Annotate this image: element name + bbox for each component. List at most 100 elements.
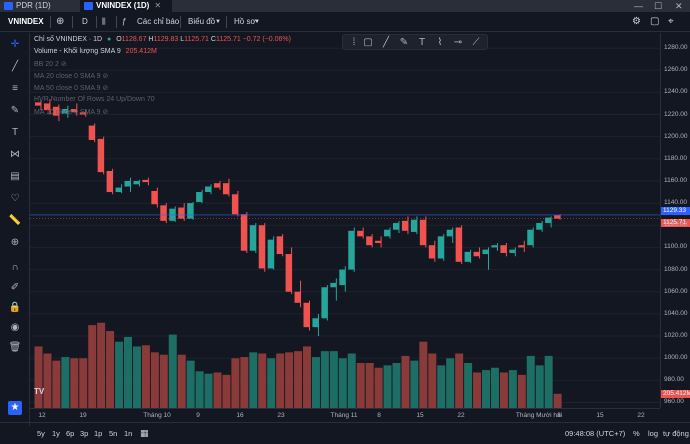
eye-icon[interactable]: ◉: [10, 322, 20, 333]
brush-icon[interactable]: ✎: [399, 37, 409, 48]
text-icon[interactable]: T: [11, 127, 19, 138]
price-tick-label: 1040.00: [664, 309, 688, 317]
hidden-eye-icon[interactable]: ⊘: [102, 85, 109, 92]
volume-bar: [374, 367, 383, 408]
chevron-down-icon[interactable]: ▼: [215, 19, 221, 25]
line-icon[interactable]: ╱: [382, 37, 390, 48]
close-window-button[interactable]: ✕: [675, 1, 683, 11]
indicators-button[interactable]: Các chỉ báo: [137, 17, 180, 26]
candle-body: [419, 219, 426, 246]
volume-bar: [464, 363, 473, 408]
ruler-icon[interactable]: 📏: [8, 215, 22, 226]
volume-bar: [285, 352, 294, 408]
top-toolbar: VNINDEX ⊕ D ⫼ ƒ Các chỉ báo Biểu đồ ▼ Hồ…: [0, 12, 690, 32]
percent-toggle[interactable]: %: [633, 429, 640, 438]
price-chart[interactable]: [30, 33, 660, 408]
crosshair-icon[interactable]: ✛: [10, 39, 20, 50]
calendar-icon[interactable]: ▦: [140, 428, 149, 438]
star-icon[interactable]: ★: [8, 401, 22, 415]
volume-bar: [446, 358, 455, 408]
time-tick-label: 8: [557, 412, 561, 419]
bottom-toolbar: 5y 1y 6p 3p 1p 5n 1n ▦ 09:48:08 (UTC+7) …: [0, 422, 690, 444]
magnet-icon[interactable]: ∩: [11, 262, 19, 273]
range-5y-button[interactable]: 5y: [37, 429, 45, 438]
indicator-bb[interactable]: BB 20 2: [34, 61, 59, 68]
tab-vnindex[interactable]: VNINDEX (1D) ✕: [80, 0, 172, 12]
candle-body: [527, 229, 534, 246]
volume-bar: [52, 360, 61, 408]
close-tab-icon[interactable]: ✕: [154, 1, 162, 10]
horizontal-ray-icon[interactable]: ⊸: [453, 37, 463, 48]
candle-body: [455, 227, 462, 262]
candles-icon[interactable]: ⫼: [102, 17, 106, 26]
settings-icon[interactable]: ⚙: [632, 16, 641, 27]
horizontal-lines-icon[interactable]: ≡: [12, 83, 18, 94]
drag-handle-icon[interactable]: ⁞: [352, 37, 356, 48]
range-5d-button[interactable]: 5n: [109, 429, 118, 438]
brush-icon[interactable]: ✎: [10, 105, 20, 116]
chart-area[interactable]: Chỉ số VNINDEX · 1D ● O1128.67 H1129.83 …: [30, 33, 660, 408]
volume-bar: [526, 355, 535, 408]
indicator-ma20[interactable]: MA 20 close 0 SMA 9: [34, 73, 101, 80]
price-tick-label: 1260.00: [664, 66, 688, 74]
fullscreen-icon[interactable]: ▢: [650, 16, 660, 27]
candle-body: [545, 217, 552, 224]
range-6m-button[interactable]: 6p: [66, 429, 75, 438]
trend-line-icon[interactable]: ╱: [11, 61, 19, 72]
zoom-in-icon[interactable]: ⊕: [10, 237, 20, 248]
shapes-icon[interactable]: ♡: [10, 193, 20, 204]
volume-bar: [499, 372, 508, 408]
tab-pdr[interactable]: PDR (1D): [0, 0, 80, 12]
fib-icon[interactable]: ⟋: [472, 37, 480, 48]
clock-time[interactable]: 09:48:08 (UTC+7): [565, 429, 626, 438]
auto-scale-toggle[interactable]: tự động: [663, 429, 689, 438]
snapshot-icon[interactable]: ⌖: [668, 16, 674, 27]
lock-icon[interactable]: 🔒: [8, 302, 22, 313]
indicator-legend[interactable]: HVR Number Of Rows 24 Up/Down 70: [34, 96, 155, 103]
range-1m-button[interactable]: 1p: [94, 429, 103, 438]
time-axis[interactable]: 12 19 Tháng 10 9 16 23 Tháng 11 8 15 22 Tháng Mười…: [30, 408, 660, 422]
indicator-legend[interactable]: MA 20 close 0 SMA 9 ⊘: [34, 72, 108, 80]
candle-body: [115, 187, 122, 193]
price-tick-label: 1080.00: [664, 265, 688, 273]
chart-type-button[interactable]: Biểu đồ: [188, 17, 216, 26]
hidden-eye-icon[interactable]: ⊘: [102, 73, 109, 80]
indicator-legend[interactable]: BB 20 2 ⊘: [34, 60, 67, 68]
candle-body: [106, 171, 113, 193]
legend-close-label: C: [210, 36, 216, 43]
legend-change: −0.72 (−0.06%): [242, 36, 291, 43]
legend-low-label: L: [180, 36, 185, 43]
add-symbol-icon[interactable]: ⊕: [56, 16, 65, 27]
text-icon[interactable]: T: [418, 37, 426, 48]
projection-icon[interactable]: ▤: [10, 171, 20, 182]
trash-icon[interactable]: 🗑: [8, 342, 22, 353]
log-toggle[interactable]: log: [648, 429, 659, 438]
hidden-eye-icon[interactable]: ⊘: [60, 61, 67, 68]
indicator-ma50[interactable]: MA 50 close 0 SMA 9: [34, 85, 101, 92]
stay-drawing-icon[interactable]: ✐: [10, 282, 20, 293]
interval-button[interactable]: D: [82, 17, 88, 26]
range-1d-button[interactable]: 1n: [124, 429, 133, 438]
volume-bar: [294, 351, 303, 408]
volume-bar: [553, 393, 562, 408]
indicator-ma10[interactable]: MA 10 close 0 SMA 9: [34, 109, 101, 116]
time-tick-label: 23: [277, 412, 285, 419]
symbol-search-button[interactable]: VNINDEX: [8, 17, 44, 26]
candle-body: [482, 249, 489, 255]
volume-bar: [106, 331, 115, 408]
indicator-hvr[interactable]: HVR Number Of Rows 24 Up/Down 70: [34, 96, 155, 103]
range-3m-button[interactable]: 3p: [80, 429, 89, 438]
profile-button[interactable]: Hồ sơ: [234, 17, 256, 26]
minimize-button[interactable]: —: [634, 1, 643, 11]
indicator-legend[interactable]: MA 10 close 0 SMA 9 ⊘: [34, 108, 108, 116]
volume-bar: [473, 372, 482, 408]
range-1y-button[interactable]: 1y: [52, 429, 60, 438]
price-axis[interactable]: 1129.33 1125.71 205.412M 1280.00 1260.00 1…: [660, 33, 690, 408]
path-icon[interactable]: ⌇: [437, 37, 443, 48]
hidden-eye-icon[interactable]: ⊘: [102, 109, 109, 116]
indicator-legend[interactable]: MA 50 close 0 SMA 9 ⊘: [34, 84, 108, 92]
pattern-icon[interactable]: ⋈: [10, 149, 20, 160]
chevron-down-icon[interactable]: ▼: [254, 19, 260, 25]
rectangle-icon[interactable]: ▢: [363, 37, 373, 48]
maximize-button[interactable]: ☐: [654, 1, 663, 11]
